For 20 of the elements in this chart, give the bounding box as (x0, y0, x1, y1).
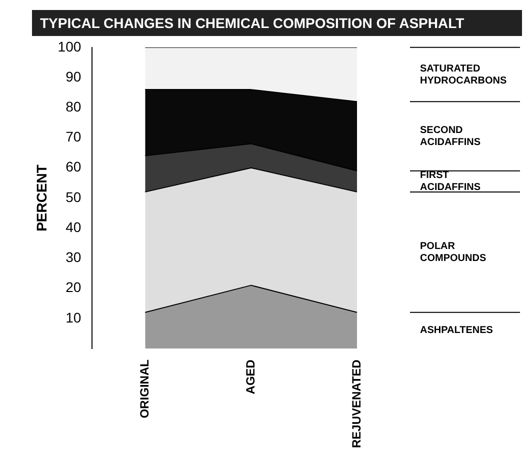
y-tick-label: 100 (58, 38, 82, 54)
text: FIRST ACIDAFFINS (420, 170, 481, 194)
y-tick-label: 50 (66, 188, 82, 205)
y-tick-label: 60 (66, 158, 82, 175)
y-tick-label: 10 (66, 309, 82, 326)
y-tick-label: 40 (66, 218, 82, 235)
y-axis-title: PERCENT (33, 164, 50, 232)
y-tick-label: 90 (66, 68, 82, 84)
x-tick-label: REJUVENATED (349, 359, 364, 448)
chart-title: TYPICAL CHANGES IN CHEMICAL COMPOSITION OF ASPHALT (32, 10, 522, 36)
text: SATURATED HYDROCARBONS (420, 63, 507, 86)
y-tick-label: 70 (66, 128, 82, 145)
x-tick-label: AGED (243, 359, 258, 394)
x-tick-label: ORIGINAL (137, 360, 152, 418)
y-tick-label: 20 (66, 279, 82, 296)
text: ASHPALTENES (420, 325, 494, 336)
y-tick-label: 80 (66, 98, 82, 114)
y-tick-label: 30 (66, 249, 82, 266)
text: SECOND ACIDAFFINS (420, 124, 481, 148)
text: POLAR COMPOUNDS (420, 240, 486, 264)
